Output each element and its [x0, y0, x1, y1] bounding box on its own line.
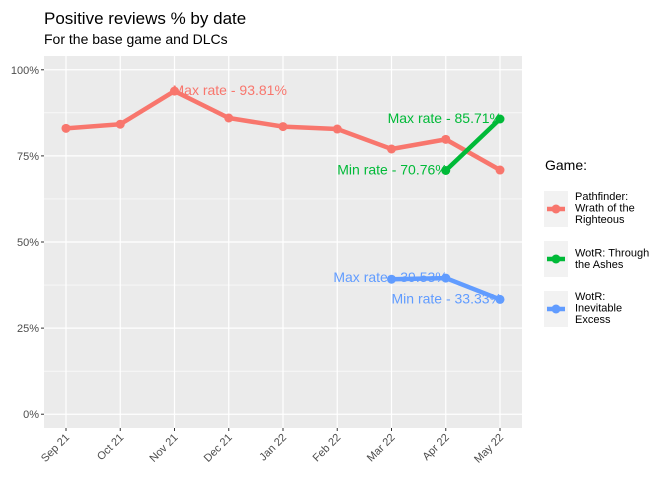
data-point [224, 113, 234, 123]
data-point [170, 86, 179, 96]
x-tick-label: Apr 22 [420, 432, 451, 463]
x-tick-label: Mar 22 [365, 432, 398, 465]
data-point [61, 123, 71, 133]
legend-key-point [551, 254, 561, 264]
chart-subtitle: For the base game and DLCs [44, 31, 228, 47]
annotation-label: Min rate - 70.76% [337, 161, 448, 177]
legend-label: Inevitable [575, 303, 622, 315]
legend-label: the Ashes [575, 259, 624, 271]
data-point [332, 124, 342, 134]
x-tick-label: May 22 [472, 432, 506, 466]
plot-area: 0% 25% 50% 75% 100% Sep 21 Oct 21 Nov 21 Dec 21 J… [11, 56, 522, 466]
legend-title: Game: [545, 157, 587, 173]
data-point [495, 294, 505, 304]
annotation-label: Max rate - 85.71% [388, 110, 502, 126]
data-point [387, 274, 396, 284]
legend-key-point [551, 304, 561, 314]
data-point [278, 122, 288, 132]
y-tick-label: 75% [17, 151, 39, 163]
data-point [495, 114, 505, 124]
legend-label: Excess [575, 314, 611, 326]
x-tick-label: Feb 22 [311, 432, 344, 465]
annotation-label: Min rate - 33.33% [392, 290, 503, 306]
series-line [443, 116, 503, 173]
legend-label: Righteous [575, 214, 625, 226]
y-tick-label: 100% [11, 65, 39, 77]
data-point [441, 134, 451, 144]
x-tick-label: Oct 21 [95, 432, 126, 463]
y-tick-label: 50% [17, 237, 39, 249]
annotation-label: Max rate - 93.81% [173, 82, 287, 98]
legend-key-point [551, 204, 561, 214]
x-tick-label: Sep 21 [39, 432, 72, 465]
legend-label: WotR: [575, 291, 605, 303]
y-tick-label: 0% [23, 409, 39, 421]
y-tick-label: 25% [17, 323, 39, 335]
x-tick-label: Jan 22 [257, 432, 289, 464]
data-point [441, 273, 451, 283]
legend-label: Wrath of the [575, 203, 635, 215]
data-point [495, 165, 505, 175]
legend-label: WotR: Through [575, 248, 649, 260]
annotation-label: Max rate - 39.53% [333, 269, 447, 285]
legend-label: Pathfinder: [575, 191, 628, 203]
x-tick-label: Dec 21 [202, 432, 235, 465]
data-point [115, 119, 125, 129]
data-point [441, 165, 451, 175]
chart-title: Positive reviews % by date [44, 9, 246, 28]
data-point [387, 144, 396, 154]
x-tick-label: Nov 21 [147, 432, 180, 465]
